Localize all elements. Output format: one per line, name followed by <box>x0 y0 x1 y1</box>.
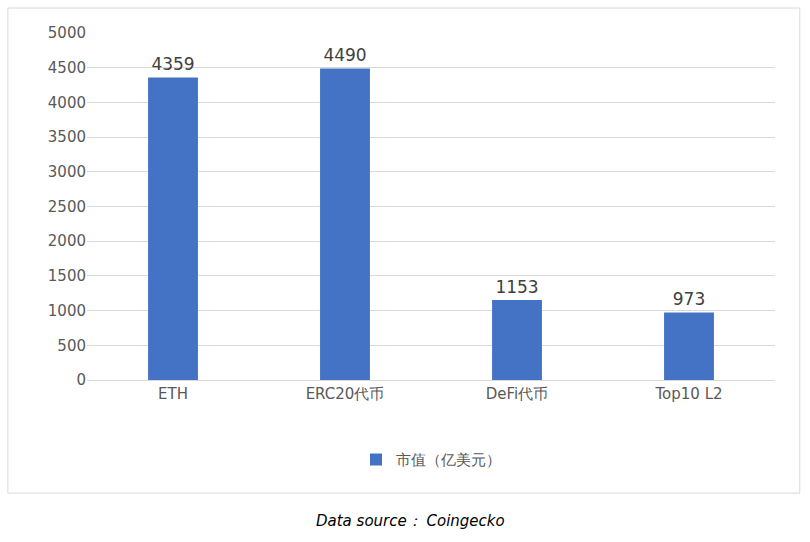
svg-text:4359: 4359 <box>151 54 194 74</box>
svg-text:2000: 2000 <box>48 232 86 250</box>
svg-text:4500: 4500 <box>48 59 86 77</box>
svg-text:Top10 L2: Top10 L2 <box>654 385 722 403</box>
svg-text:500: 500 <box>57 337 86 355</box>
svg-text:ETH: ETH <box>158 385 188 403</box>
svg-text:1153: 1153 <box>495 277 538 297</box>
svg-text:ERC20代币: ERC20代币 <box>306 385 385 403</box>
svg-text:4000: 4000 <box>48 94 86 112</box>
svg-text:4490: 4490 <box>323 45 366 65</box>
svg-text:1500: 1500 <box>48 267 86 285</box>
svg-text:0: 0 <box>76 371 86 389</box>
svg-text:DeFi代币: DeFi代币 <box>486 385 548 403</box>
svg-text:Data source： Coingecko: Data source： Coingecko <box>316 512 505 530</box>
svg-text:5000: 5000 <box>48 24 86 42</box>
svg-text:市值（亿美元）: 市值（亿美元） <box>396 451 501 469</box>
svg-text:973: 973 <box>673 289 705 309</box>
svg-text:1000: 1000 <box>48 302 86 320</box>
svg-text:3000: 3000 <box>48 163 86 181</box>
svg-text:2500: 2500 <box>48 198 86 216</box>
svg-text:3500: 3500 <box>48 128 86 146</box>
